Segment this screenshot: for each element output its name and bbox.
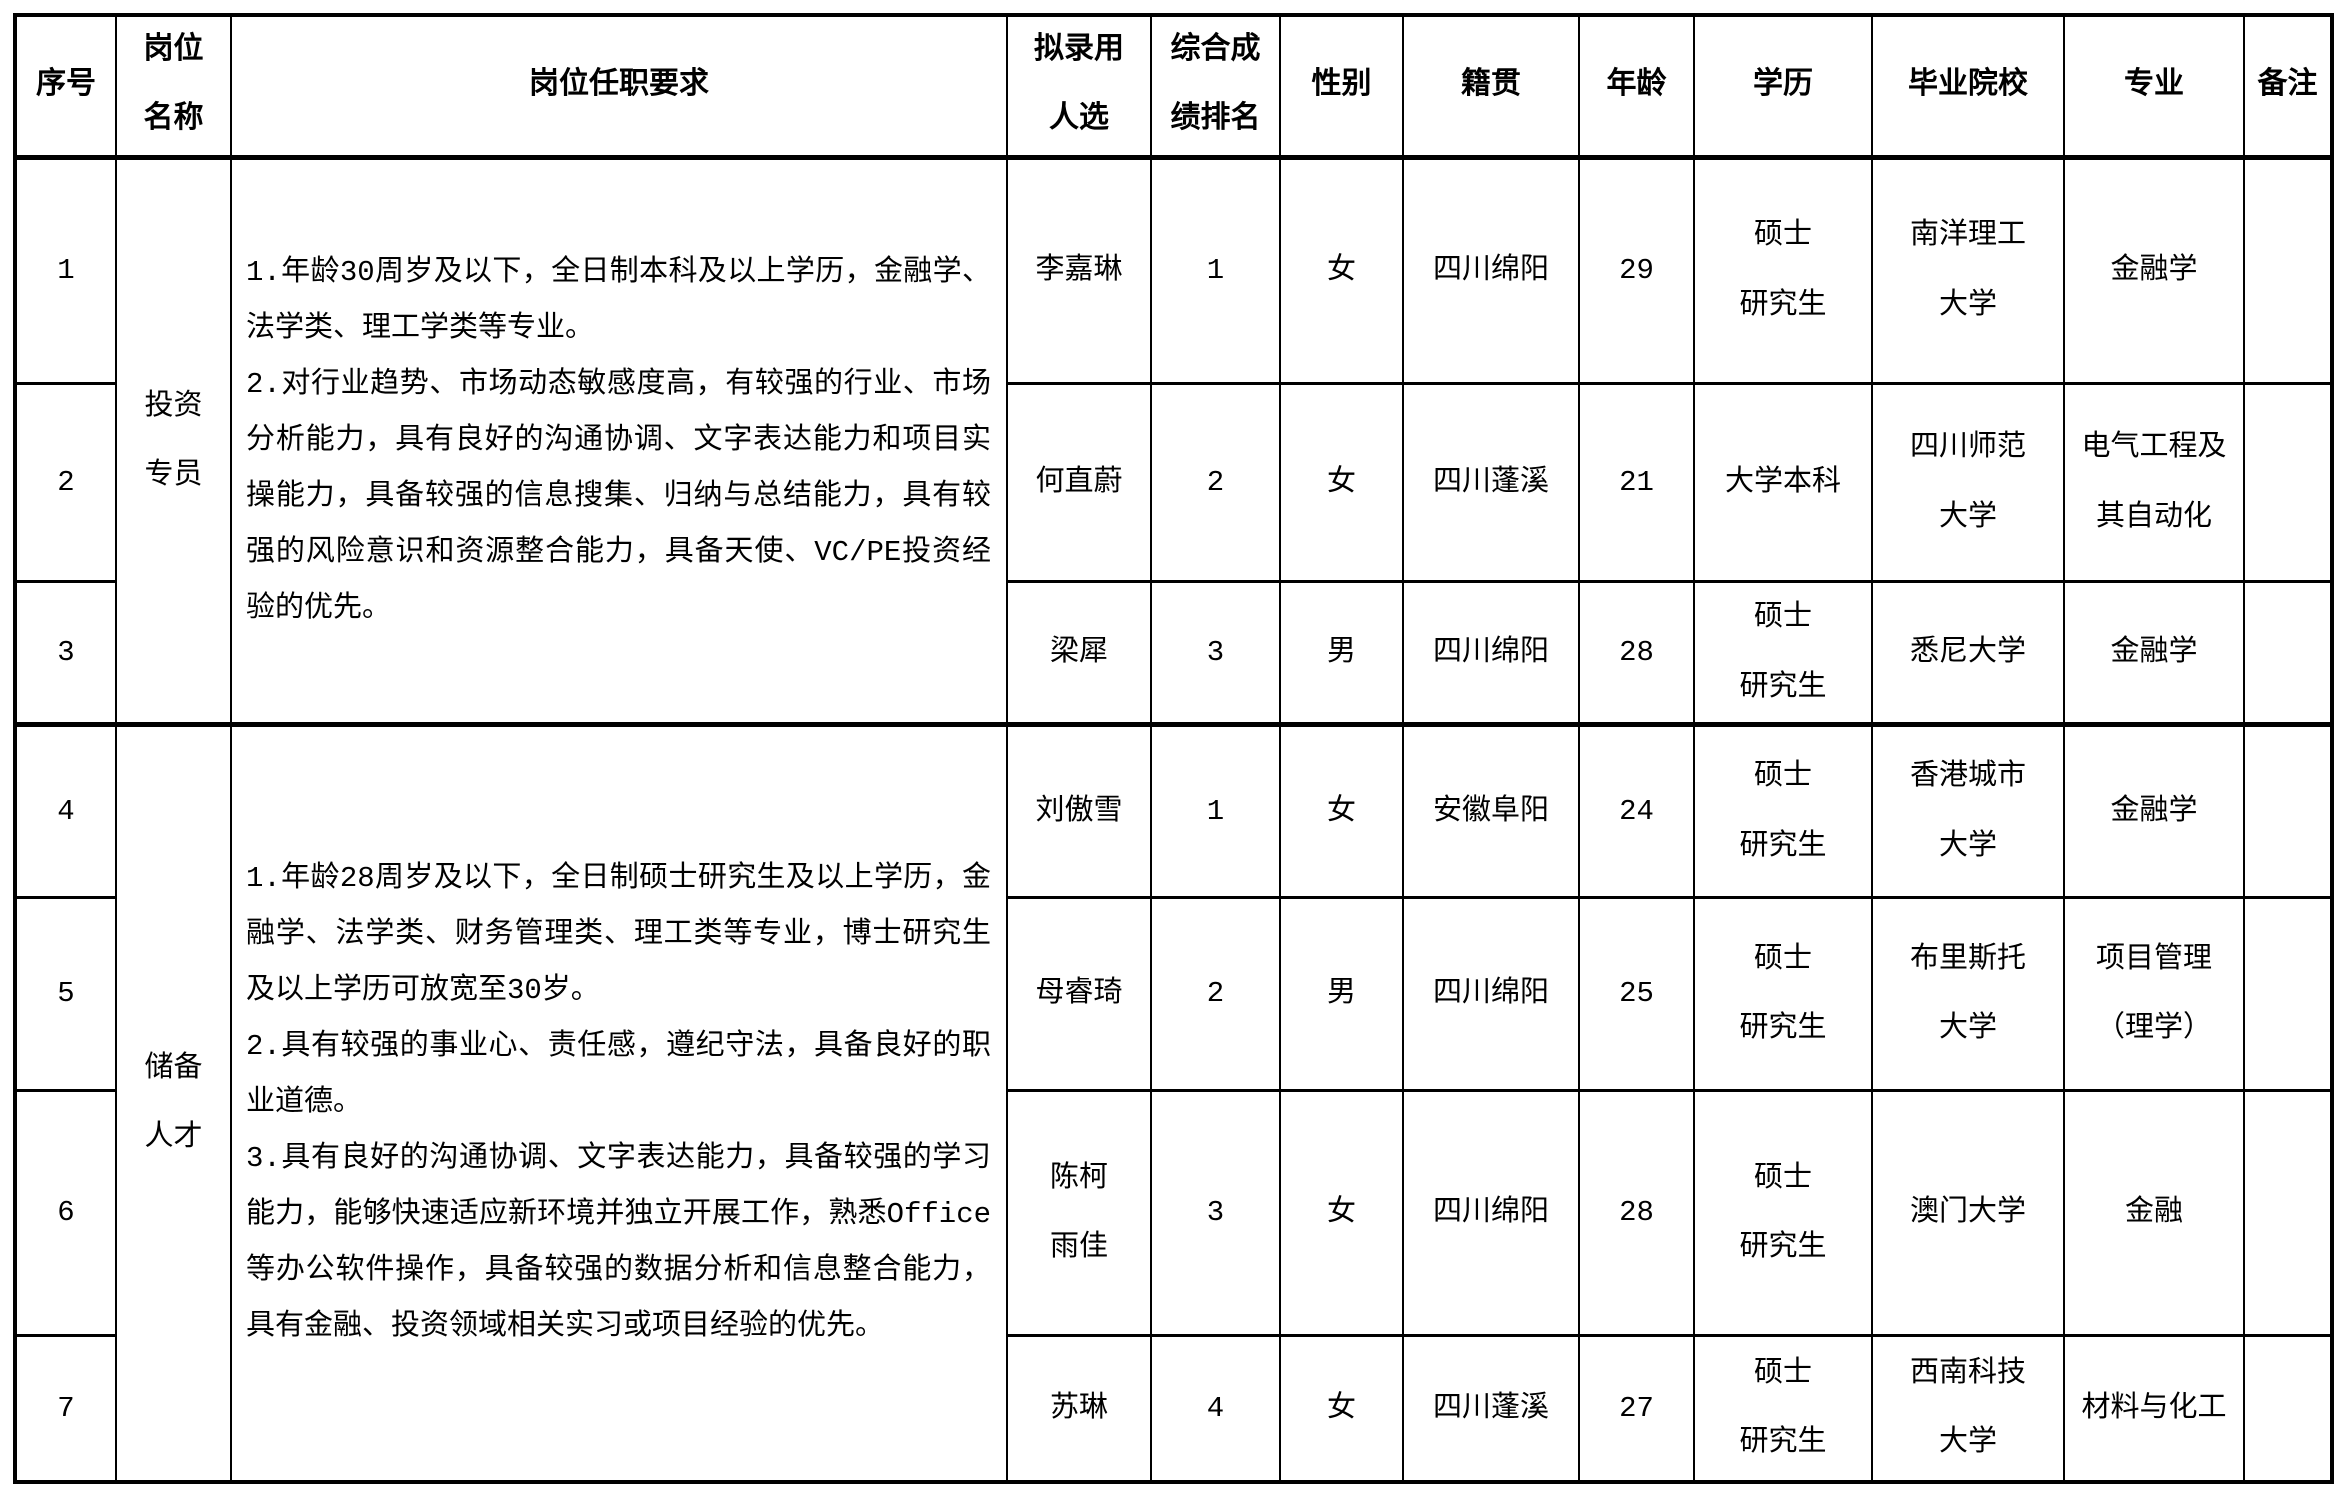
cell-gender: 女 [1279, 723, 1404, 900]
cell-remark [2243, 580, 2333, 728]
header-position: 岗位 名称 [115, 14, 232, 160]
cell-age: 24 [1578, 723, 1695, 900]
cell-remark [2243, 896, 2333, 1093]
cell-native-place: 四川绵阳 [1402, 156, 1580, 385]
cell-candidate: 母睿琦 [1006, 896, 1152, 1093]
cell-remark [2243, 1089, 2333, 1338]
cell-age: 27 [1578, 1334, 1695, 1484]
table-row: 7 苏琳 4 女 四川蓬溪 27 硕士 研究生 西南科技 大学 材料与化工 [14, 1334, 2333, 1484]
cell-remark [2243, 723, 2333, 900]
cell-education: 硕士 研究生 [1693, 896, 1873, 1093]
recruitment-table: 序号 岗位 名称 岗位任职要求 拟录用 人选 综合成 绩排名 性别 籍贯 年龄 … [13, 13, 2334, 1484]
table-row: 5 母睿琦 2 男 四川绵阳 25 硕士 研究生 布里斯托 大学 项目管理 （理… [14, 896, 2333, 1093]
cell-major: 项目管理 （理学） [2063, 896, 2245, 1093]
cell-age: 28 [1578, 1089, 1695, 1338]
cell-gender: 女 [1279, 1089, 1404, 1338]
cell-candidate: 苏琳 [1006, 1334, 1152, 1484]
cell-university: 悉尼大学 [1871, 580, 2065, 728]
cell-university: 布里斯托 大学 [1871, 896, 2065, 1093]
cell-native-place: 四川绵阳 [1402, 896, 1580, 1093]
cell-education: 硕士 研究生 [1693, 1334, 1873, 1484]
cell-university: 香港城市 大学 [1871, 723, 2065, 900]
cell-gender: 女 [1279, 1334, 1404, 1484]
header-rank: 综合成 绩排名 [1150, 14, 1281, 160]
cell-education: 硕士 研究生 [1693, 1089, 1873, 1338]
cell-index: 5 [14, 896, 117, 1093]
cell-rank: 3 [1150, 580, 1281, 728]
cell-age: 21 [1578, 382, 1695, 583]
cell-rank: 1 [1150, 723, 1281, 900]
cell-index: 4 [14, 723, 117, 900]
header-requirements: 岗位任职要求 [230, 14, 1008, 160]
cell-remark [2243, 156, 2333, 385]
cell-index: 1 [14, 156, 117, 385]
cell-index: 3 [14, 580, 117, 728]
cell-gender: 男 [1279, 896, 1404, 1093]
cell-position-group1: 投资 专员 [115, 156, 232, 728]
cell-university: 澳门大学 [1871, 1089, 2065, 1338]
header-remark: 备注 [2243, 14, 2333, 160]
cell-age: 29 [1578, 156, 1695, 385]
table-row: 1 投资 专员 1.年龄30周岁及以下，全日制本科及以上学历，金融学、法学类、理… [14, 156, 2333, 728]
cell-age: 28 [1578, 580, 1695, 728]
cell-major: 电气工程及 其自动化 [2063, 382, 2245, 583]
cell-rank: 3 [1150, 1089, 1281, 1338]
cell-major: 金融 [2063, 1089, 2245, 1338]
cell-index: 6 [14, 1089, 117, 1338]
cell-position-group2: 储备 人才 [115, 723, 232, 1484]
table-row: 3 梁犀 3 男 四川绵阳 28 硕士 研究生 悉尼大学 金融学 [14, 580, 2333, 728]
cell-education: 硕士 研究生 [1693, 723, 1873, 900]
cell-university: 南洋理工 大学 [1871, 156, 2065, 385]
cell-candidate: 刘傲雪 [1006, 723, 1152, 900]
cell-university: 四川师范 大学 [1871, 382, 2065, 583]
cell-candidate: 陈柯 雨佳 [1006, 1089, 1152, 1338]
cell-requirements-group2: 1.年龄28周岁及以下，全日制硕士研究生及以上学历，金融学、法学类、财务管理类、… [230, 723, 1008, 1484]
cell-rank: 2 [1150, 896, 1281, 1093]
cell-native-place: 安徽阜阳 [1402, 723, 1580, 900]
table-row: 6 陈柯 雨佳 3 女 四川绵阳 28 硕士 研究生 澳门大学 金融 [14, 1089, 2333, 1338]
table-row: 4 储备 人才 1.年龄28周岁及以下，全日制硕士研究生及以上学历，金融学、法学… [14, 723, 2333, 1484]
cell-rank: 2 [1150, 382, 1281, 583]
header-major: 专业 [2063, 14, 2245, 160]
cell-native-place: 四川绵阳 [1402, 1089, 1580, 1338]
cell-gender: 女 [1279, 382, 1404, 583]
cell-major: 材料与化工 [2063, 1334, 2245, 1484]
header-candidate: 拟录用 人选 [1006, 14, 1152, 160]
cell-index: 2 [14, 382, 117, 583]
cell-major: 金融学 [2063, 723, 2245, 900]
cell-index: 7 [14, 1334, 117, 1484]
header-gender: 性别 [1279, 14, 1404, 160]
cell-major: 金融学 [2063, 580, 2245, 728]
cell-education: 硕士 研究生 [1693, 580, 1873, 728]
cell-major: 金融学 [2063, 156, 2245, 385]
cell-age: 25 [1578, 896, 1695, 1093]
cell-remark [2243, 1334, 2333, 1484]
table-row: 2 何直蔚 2 女 四川蓬溪 21 大学本科 四川师范 大学 电气工程及 其自动… [14, 382, 2333, 583]
header-education: 学历 [1693, 14, 1873, 160]
cell-candidate: 梁犀 [1006, 580, 1152, 728]
cell-requirements-group1: 1.年龄30周岁及以下，全日制本科及以上学历，金融学、法学类、理工学类等专业。 … [230, 156, 1008, 728]
cell-education: 大学本科 [1693, 382, 1873, 583]
header-university: 毕业院校 [1871, 14, 2065, 160]
cell-gender: 男 [1279, 580, 1404, 728]
cell-university: 西南科技 大学 [1871, 1334, 2065, 1484]
cell-native-place: 四川绵阳 [1402, 580, 1580, 728]
header-native-place: 籍贯 [1402, 14, 1580, 160]
header-index: 序号 [14, 14, 117, 160]
cell-native-place: 四川蓬溪 [1402, 1334, 1580, 1484]
header-row: 序号 岗位 名称 岗位任职要求 拟录用 人选 综合成 绩排名 性别 籍贯 年龄 … [14, 14, 2333, 160]
cell-rank: 4 [1150, 1334, 1281, 1484]
cell-candidate: 何直蔚 [1006, 382, 1152, 583]
header-age: 年龄 [1578, 14, 1695, 160]
cell-education: 硕士 研究生 [1693, 156, 1873, 385]
cell-gender: 女 [1279, 156, 1404, 385]
cell-remark [2243, 382, 2333, 583]
cell-rank: 1 [1150, 156, 1281, 385]
cell-candidate: 李嘉琳 [1006, 156, 1152, 385]
cell-native-place: 四川蓬溪 [1402, 382, 1580, 583]
